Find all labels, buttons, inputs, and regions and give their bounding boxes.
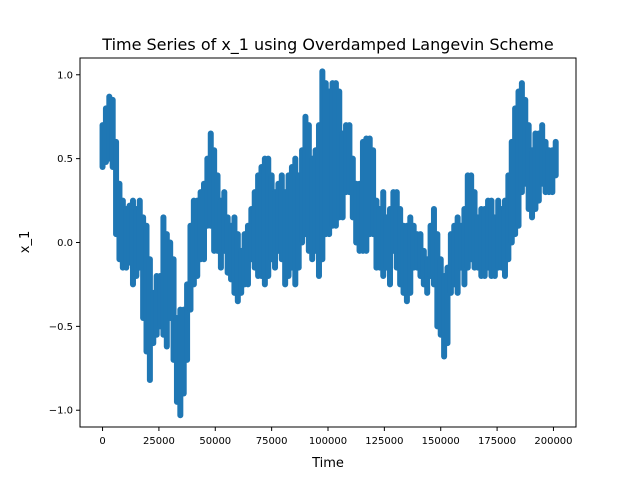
x-tick-label: 150000 [422,436,460,447]
y-tick-label: −0.5 [49,322,73,333]
x-tick-label: 75000 [256,436,288,447]
x-tick-label: 125000 [365,436,403,447]
y-tick-label: −1.0 [49,406,73,417]
y-tick-label: 0.0 [57,238,73,249]
x-tick-label: 25000 [143,436,175,447]
axis-layer: 0 25000 50000 75000 100000 125000 150000 175000… [49,70,573,447]
x-tick-label: 175000 [478,436,516,447]
y-tick-label: 1.0 [57,70,73,81]
data-layer [99,68,559,419]
x-tick-label: 200000 [534,436,572,447]
x-tick-label: 100000 [309,436,347,447]
x-axis-label: Time [311,456,344,471]
x-tick-label: 0 [99,436,105,447]
chart-title: Time Series of x_1 using Overdamped Lang… [101,35,553,55]
y-axis-label: x_1 [18,231,33,253]
y-tick-label: 0.5 [57,154,73,165]
x-tick-label: 50000 [199,436,231,447]
